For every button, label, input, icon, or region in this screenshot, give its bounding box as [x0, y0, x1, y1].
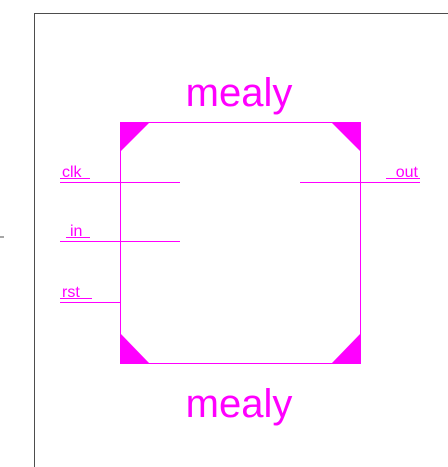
corner-marker-top-left: [120, 122, 150, 152]
pin-out[interactable]: out: [300, 164, 420, 183]
corner-marker-top-right: [331, 122, 361, 152]
pin-in-label: in: [70, 223, 82, 240]
pin-rst-label: rst: [62, 284, 80, 301]
pin-clk-label: clk: [62, 164, 83, 181]
symbol-name-top: mealy: [186, 71, 293, 115]
pin-clk[interactable]: clk: [60, 164, 180, 183]
symbol-body-outline: [120, 122, 361, 364]
corner-marker-bottom-right: [331, 333, 361, 364]
symbol-body[interactable]: [120, 122, 361, 364]
symbol-name-bottom: mealy: [186, 382, 293, 426]
pin-out-label: out: [396, 164, 419, 181]
corner-marker-bottom-left: [120, 333, 150, 364]
pin-in[interactable]: in: [60, 223, 180, 242]
pin-rst[interactable]: rst: [60, 284, 120, 303]
